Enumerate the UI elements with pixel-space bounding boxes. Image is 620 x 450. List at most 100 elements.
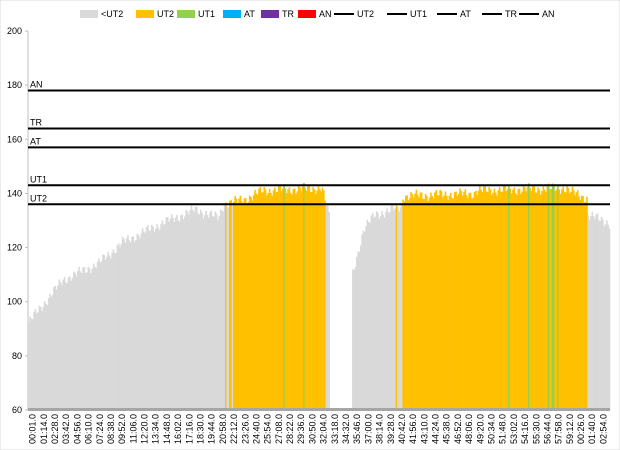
hr-bar [172, 217, 174, 410]
hr-bar [139, 238, 141, 410]
hr-bar [140, 233, 143, 410]
threshold-label-at: AT [30, 136, 41, 146]
hr-bar [221, 210, 223, 410]
hr-bar [595, 214, 598, 410]
hr-bar [522, 185, 525, 410]
hr-bar [480, 189, 482, 410]
hr-bar [582, 195, 584, 410]
hr-bar [398, 211, 400, 410]
hr-bar [608, 228, 611, 410]
hr-bar [604, 224, 607, 410]
hr-bar [111, 252, 113, 410]
hr-bar [91, 268, 94, 410]
hr-bar [247, 201, 250, 410]
legend: <UT2 UT2 UT1 AT TR AN UT2 UT1 AT TR AN [80, 9, 555, 19]
hr-bar [49, 293, 51, 410]
hr-bar [301, 186, 304, 410]
legend-swatch [80, 10, 98, 18]
hr-bar [54, 285, 57, 410]
x-tick-label: 24:40.0 [251, 414, 261, 444]
hr-bar [308, 185, 311, 410]
hr-bar [158, 230, 161, 410]
hr-bar [558, 189, 561, 410]
hr-bar [132, 236, 135, 410]
x-tick-label: 08:38.0 [106, 414, 116, 444]
hr-bar [557, 185, 559, 410]
hr-bar [108, 255, 111, 410]
hr-bar [322, 190, 325, 410]
hr-bar [448, 195, 451, 410]
x-tick-label: 07:24.0 [95, 414, 105, 444]
hr-bar [602, 219, 604, 410]
y-tick-label: 60 [12, 405, 22, 415]
x-tick-label: 01:40.0 [587, 414, 597, 444]
hr-bar [489, 189, 492, 410]
hr-bar [157, 227, 160, 410]
x-tick-label: 02:54.0 [598, 414, 608, 444]
hr-bar [418, 197, 420, 410]
hr-bar [390, 205, 393, 410]
hr-bar [46, 305, 49, 410]
x-tick-label: 22:12.0 [229, 414, 239, 444]
x-tick-label: 19:44.0 [207, 414, 217, 444]
x-tick-label: 57:58.0 [554, 414, 564, 444]
hr-bar [320, 191, 322, 410]
hr-bar [266, 195, 268, 410]
legend-label: <UT2 [101, 9, 123, 19]
hr-bar [76, 271, 79, 410]
hr-bar [316, 190, 318, 410]
x-tick-label: 41:56.0 [408, 414, 418, 444]
legend-label: UT2 [157, 9, 174, 19]
hr-bar [463, 191, 465, 410]
hr-bar [198, 214, 201, 410]
hr-bar [535, 192, 538, 410]
hr-bar [274, 187, 276, 410]
x-tick-label: 00:26.0 [576, 414, 586, 444]
hr-bar [467, 197, 469, 410]
x-tick-label: 51:48.0 [498, 414, 508, 444]
hr-bar [103, 255, 106, 410]
legend-label: AN [319, 9, 332, 19]
hr-bar [481, 192, 484, 410]
hr-bar [324, 200, 326, 410]
hr-bar [211, 216, 214, 410]
hr-bar [385, 211, 387, 410]
hr-bar [502, 185, 505, 410]
hr-bar [440, 191, 443, 410]
bars-layer [28, 182, 611, 411]
hr-bar [545, 192, 547, 410]
hr-bar [65, 282, 67, 410]
hr-bar [223, 205, 226, 410]
hr-bar [147, 225, 149, 410]
hr-bar [59, 281, 62, 410]
hr-bar [516, 194, 518, 410]
hr-bar [486, 191, 489, 410]
hr-bar [389, 212, 391, 410]
hr-bar [547, 183, 550, 410]
hr-bar [313, 189, 316, 410]
hr-bar [561, 189, 563, 410]
hr-bar [94, 266, 96, 410]
hr-bar [244, 198, 247, 410]
hr-bar [468, 192, 471, 410]
hr-bar [278, 185, 280, 410]
hr-bar [485, 191, 488, 410]
hr-bar [123, 239, 125, 410]
hr-bar [583, 202, 586, 410]
x-tick-label: 25:54.0 [263, 414, 273, 444]
hr-bar [520, 193, 522, 410]
hr-bar [170, 214, 173, 410]
hr-bar [498, 187, 501, 410]
hr-bar [309, 191, 312, 410]
hr-bar [357, 251, 359, 410]
hr-bar [469, 192, 472, 410]
legend-swatch [298, 10, 316, 18]
hr-bar [104, 259, 107, 410]
hr-bar [554, 191, 557, 410]
hr-bar [374, 216, 377, 410]
hr-bar [465, 194, 468, 410]
hr-bar [326, 205, 329, 410]
hr-bar [303, 182, 305, 410]
hr-bar [149, 230, 152, 410]
hr-bar [145, 226, 148, 410]
